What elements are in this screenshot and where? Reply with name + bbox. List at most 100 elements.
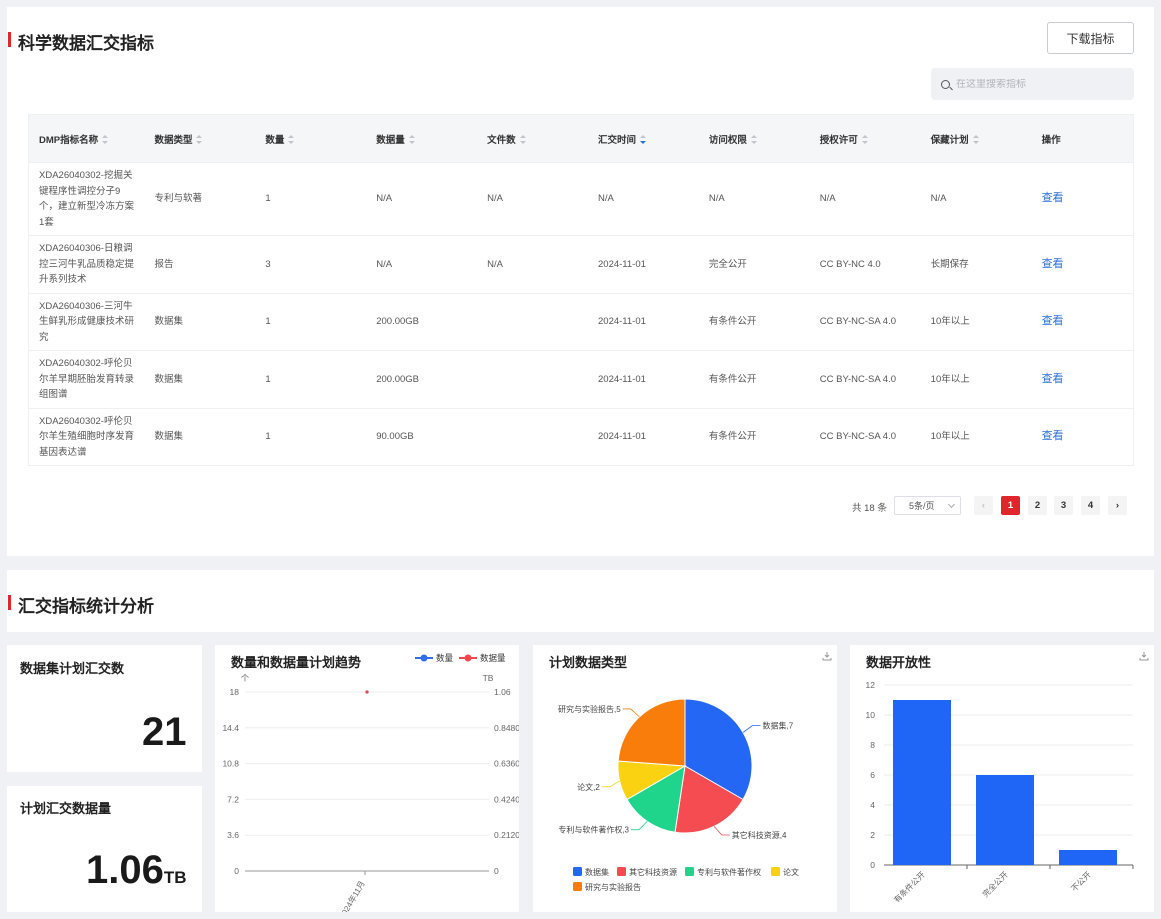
section-title-analysis: 汇交指标统计分析 [8, 592, 154, 617]
col-header-files[interactable]: 文件数 [477, 114, 588, 163]
chevron-down-icon [947, 500, 956, 509]
col-header-time[interactable]: 汇交时间 [588, 114, 699, 163]
col-header-license[interactable]: 授权许可 [809, 114, 921, 163]
page-button-3[interactable]: 3 [1054, 496, 1073, 515]
bar-完全公开[interactable] [976, 775, 1034, 865]
next-page-button[interactable]: › [1108, 496, 1127, 515]
dataset-count-card [7, 645, 202, 772]
view-link[interactable]: 查看 [1031, 350, 1134, 409]
legend-marker[interactable] [420, 654, 428, 662]
y-axis-label-left: 个 [241, 673, 250, 683]
legend-swatch[interactable] [685, 867, 694, 876]
col-header-access[interactable]: 访问权限 [698, 114, 810, 163]
view-link[interactable]: 查看 [1031, 162, 1134, 236]
y-axis-label-right: TB [483, 673, 494, 683]
legend-swatch[interactable] [771, 867, 780, 876]
col-header-plan[interactable]: 保藏计划 [920, 114, 1032, 163]
col-header-type[interactable]: 数据类型 [144, 114, 256, 163]
series-point-数据量[interactable] [365, 690, 369, 694]
legend-swatch[interactable] [617, 867, 626, 876]
bar-不公开[interactable] [1059, 850, 1117, 865]
pie-slice-专利与软件著作权[interactable] [626, 765, 686, 833]
pie-label: 数据集,7 [762, 721, 793, 731]
cell-type: 数据集 [144, 293, 256, 351]
pie-label: 研究与实验报告,5 [558, 704, 621, 714]
page-size-select[interactable]: 5条/页 [894, 496, 961, 515]
sort-icon[interactable] [408, 134, 415, 144]
legend-swatch[interactable] [573, 867, 582, 876]
bar-有条件公开[interactable] [893, 700, 951, 865]
y-tick-label: 4 [870, 800, 875, 810]
sort-icon[interactable] [861, 134, 868, 144]
y-tick-label-left: 3.6 [227, 830, 239, 840]
y-tick-label: 2 [870, 830, 875, 840]
col-header-op: 操作 [1031, 114, 1134, 163]
download-indicators-button[interactable]: 下载指标 [1047, 22, 1134, 54]
page-button-4[interactable]: 4 [1081, 496, 1100, 515]
cell-time: 2024-11-01 [588, 235, 699, 294]
pie-slice-研究与实验报告[interactable] [617, 698, 686, 767]
y-tick-label-right: 0.2120 [494, 830, 519, 840]
cell-volume: 200.00GB [366, 350, 478, 409]
page-button-1[interactable]: 1 [1001, 496, 1020, 515]
download-icon[interactable] [822, 651, 832, 661]
cell-type: 报告 [144, 235, 256, 294]
pie-label-line [742, 725, 761, 733]
col-header-volume[interactable]: 数据量 [366, 114, 478, 163]
page-button-2[interactable]: 2 [1028, 496, 1047, 515]
table-row: XDA26040306-三河牛生鲜乳形成健康技术研究 数据集 1 200.00G… [28, 293, 1134, 351]
cell-plan: 10年以上 [920, 350, 1032, 409]
cell-time: 2024-11-01 [588, 293, 699, 351]
pie-slice-数据集[interactable] [684, 698, 753, 801]
view-link[interactable]: 查看 [1031, 235, 1134, 294]
cell-name: XDA26040306-三河牛生鲜乳形成健康技术研究 [28, 293, 145, 351]
search-box[interactable] [931, 68, 1134, 100]
cell-volume: 200.00GB [366, 293, 478, 351]
col-header-count[interactable]: 数量 [255, 114, 367, 163]
cell-plan: 10年以上 [920, 293, 1032, 351]
table-header-row: DMP指标名称 数据类型 数量 数据量 文件数 汇交时间 访问权限 授权许可 保… [28, 114, 1134, 163]
cell-type: 数据集 [144, 408, 256, 466]
page-size-value: 5条/页 [909, 501, 935, 511]
y-tick-label: 12 [866, 680, 876, 690]
legend-label[interactable]: 数据量 [480, 653, 506, 663]
legend-label[interactable]: 研究与实验报告 [585, 882, 641, 892]
cell-time: 2024-11-01 [588, 350, 699, 409]
search-input[interactable] [956, 78, 1116, 90]
pie-label: 其它科技资源,4 [732, 830, 787, 840]
volume-number: 1.06 [86, 848, 164, 892]
table-row: XDA26040302-呼伦贝尔羊生殖细胞时序发育基因表达谱 数据集 1 90.… [28, 408, 1134, 466]
legend-label[interactable]: 专利与软件著作权 [697, 867, 761, 877]
legend-label[interactable]: 数量 [436, 653, 454, 663]
table-row: XDA26040306-日粮调控三河牛乳品质稳定提升系列技术 报告 3 N/A … [28, 235, 1134, 294]
legend-label[interactable]: 其它科技资源 [629, 867, 677, 877]
view-link[interactable]: 查看 [1031, 408, 1134, 466]
openness-chart-title: 数据开放性 [866, 655, 932, 670]
y-tick-label: 0 [870, 860, 875, 870]
sort-icon[interactable] [972, 134, 979, 144]
sort-icon[interactable] [288, 134, 295, 144]
chart-legend: 数量 数据量 [415, 653, 506, 663]
sort-desc-icon[interactable] [640, 134, 647, 144]
y-tick-label-left: 10.8 [222, 759, 239, 769]
cell-access: 有条件公开 [698, 350, 810, 409]
sort-icon[interactable] [102, 134, 109, 144]
prev-page-button[interactable]: ‹ [974, 496, 993, 515]
cell-files [477, 408, 588, 466]
legend-label[interactable]: 论文 [783, 867, 799, 877]
dataset-count-value: 21 [142, 710, 187, 754]
view-link[interactable]: 查看 [1031, 293, 1134, 351]
sort-icon[interactable] [750, 134, 757, 144]
pie-label-line [622, 708, 640, 718]
sort-icon[interactable] [519, 134, 526, 144]
cell-time: 2024-11-01 [588, 408, 699, 466]
col-header-name[interactable]: DMP指标名称 [28, 114, 145, 163]
legend-swatch[interactable] [573, 882, 582, 891]
legend-label[interactable]: 数据集 [585, 867, 609, 877]
sort-icon[interactable] [196, 134, 203, 144]
legend-marker[interactable] [464, 654, 472, 662]
cell-license: N/A [809, 162, 921, 236]
type-pie-chart: 数据集,7 其它科技资源,4 专利与软件著作权,3 论文,2 研究与实验报告,5 数据集… [558, 698, 799, 892]
download-icon[interactable] [1139, 651, 1149, 661]
